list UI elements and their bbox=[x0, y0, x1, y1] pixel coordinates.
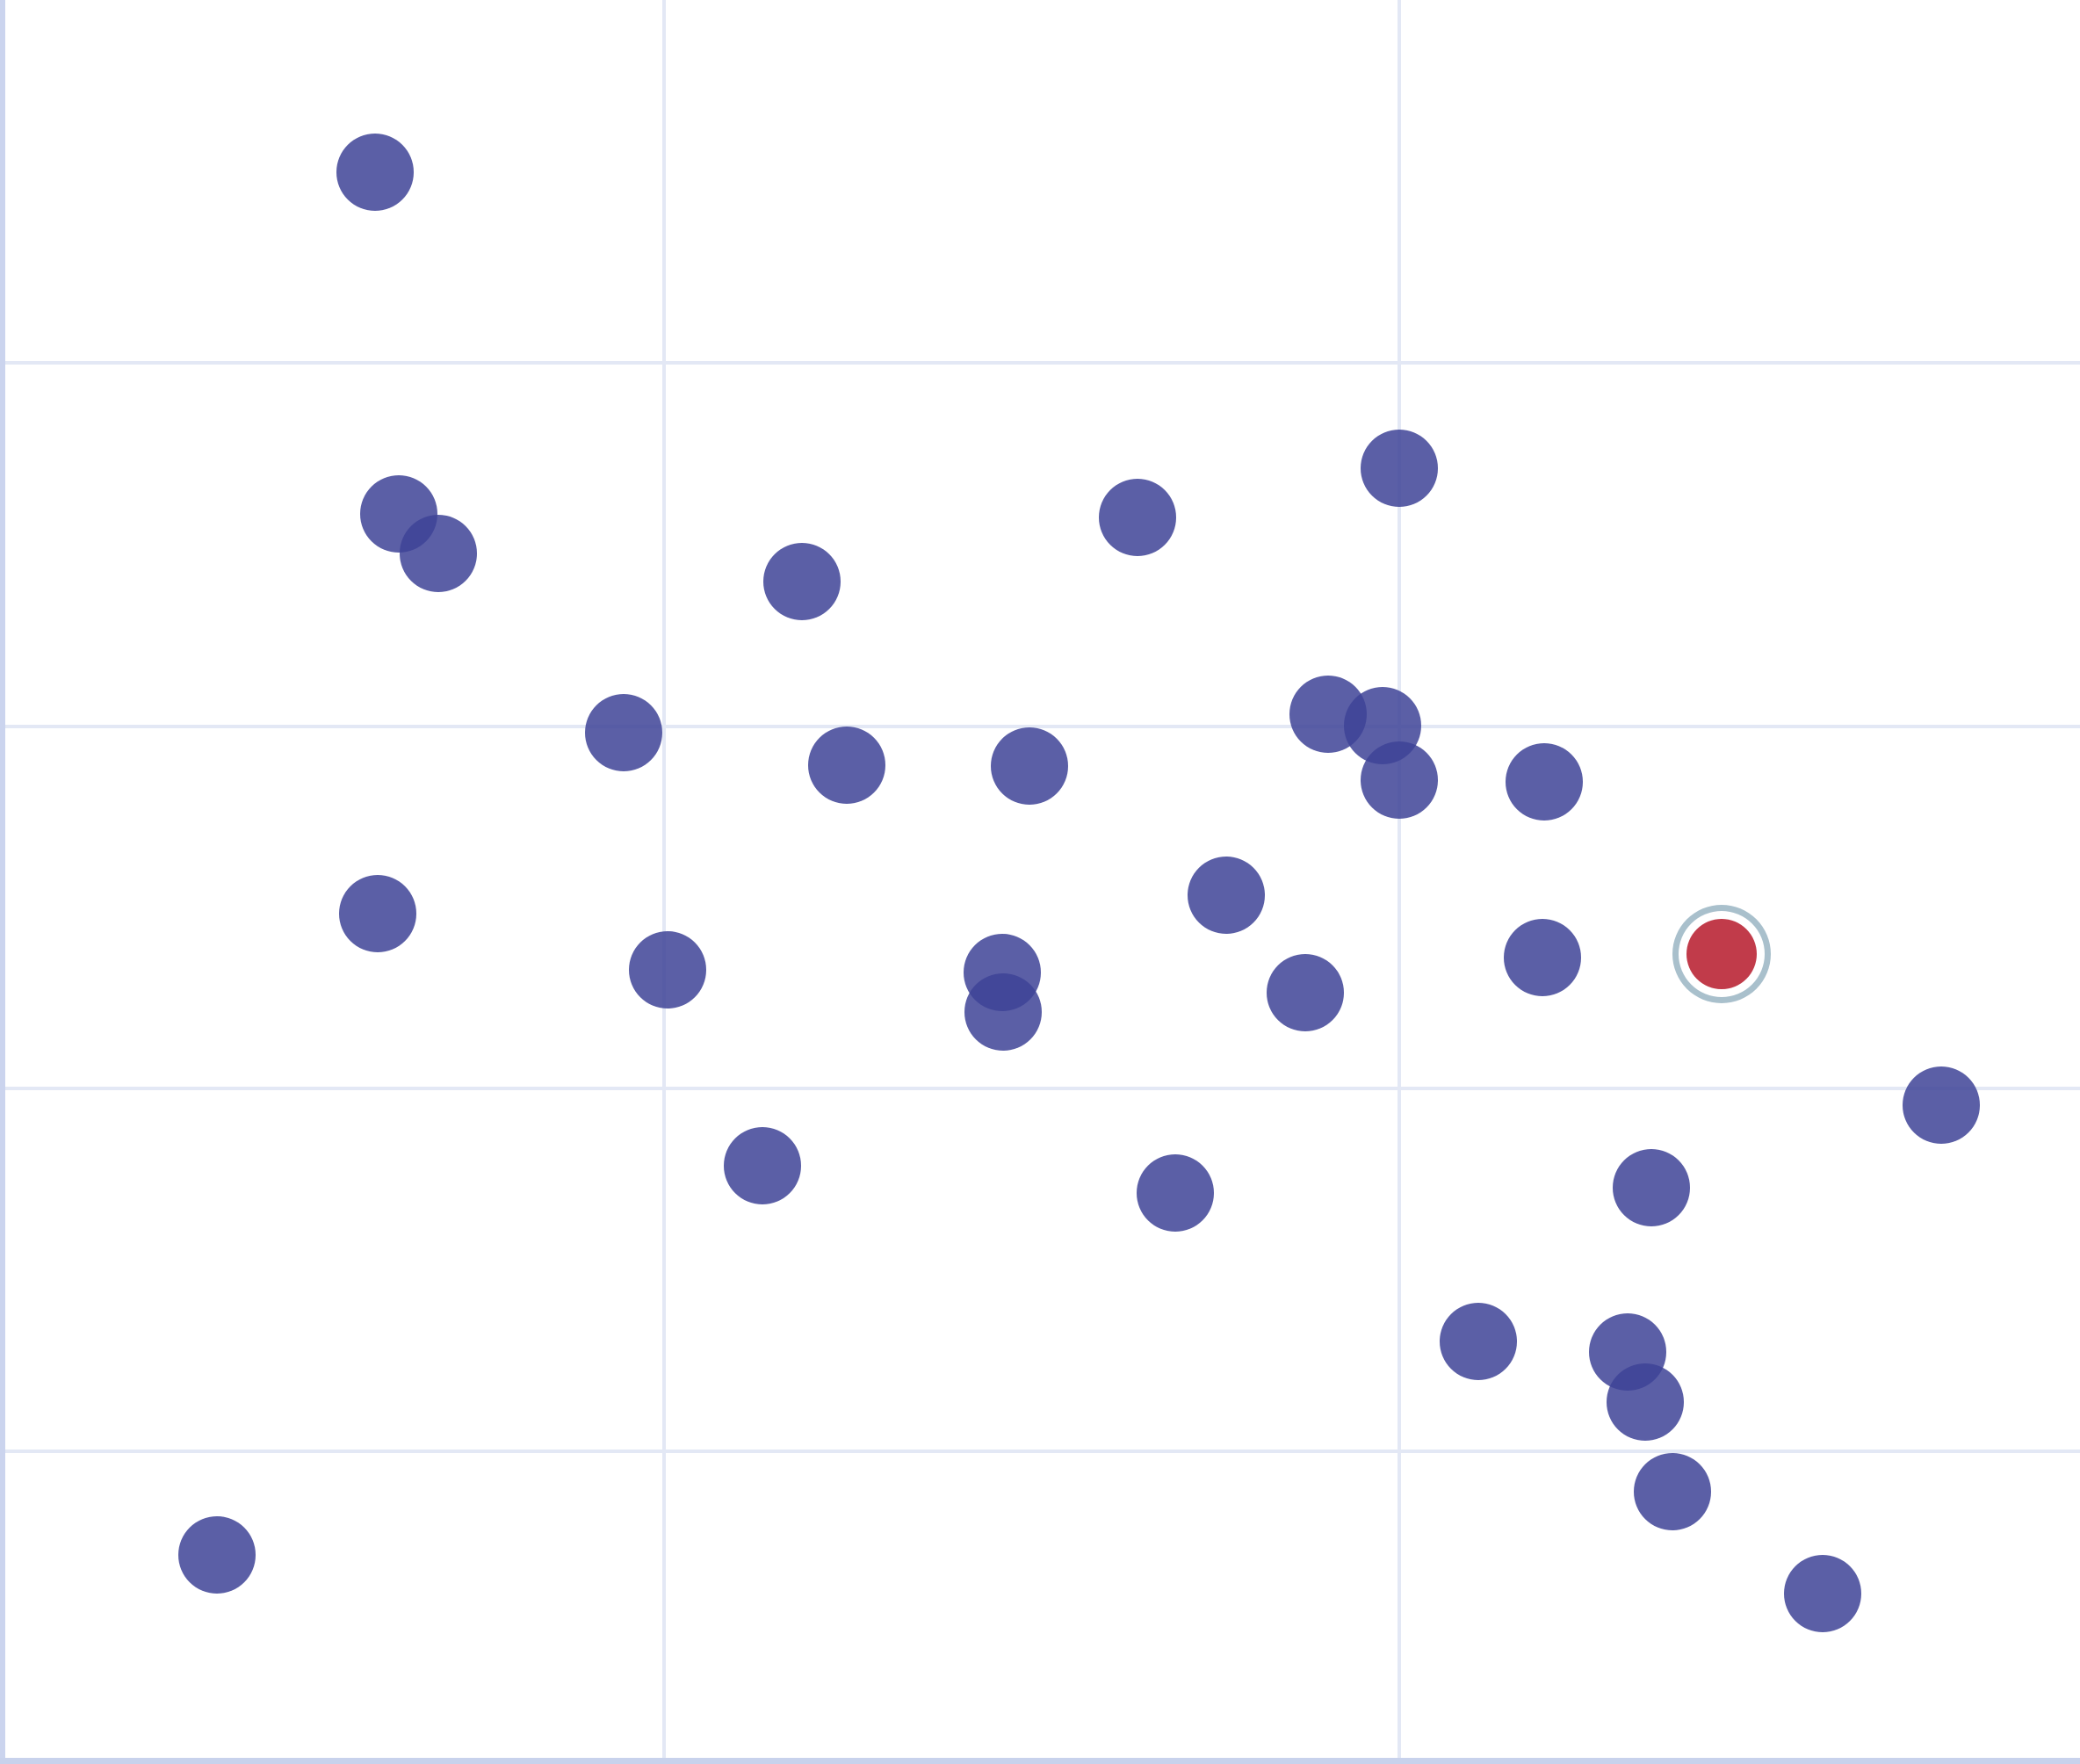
scatter-point[interactable] bbox=[1634, 1453, 1711, 1530]
plot-left-border bbox=[0, 0, 5, 1764]
scatter-point[interactable] bbox=[1784, 1555, 1861, 1632]
scatter-point[interactable] bbox=[1903, 1066, 1980, 1144]
scatter-point[interactable] bbox=[1099, 479, 1176, 556]
scatter-point[interactable] bbox=[724, 1127, 801, 1204]
gridline-horizontal bbox=[0, 361, 2080, 365]
gridline-vertical bbox=[1398, 0, 1401, 1764]
scatter-point[interactable] bbox=[1440, 1303, 1517, 1380]
scatter-point[interactable] bbox=[178, 1516, 256, 1594]
scatter-point[interactable] bbox=[1137, 1154, 1214, 1232]
gridline-horizontal bbox=[0, 725, 2080, 728]
scatter-point[interactable] bbox=[964, 973, 1042, 1051]
scatter-point[interactable] bbox=[1267, 954, 1344, 1031]
scatter-point[interactable] bbox=[763, 543, 841, 620]
scatter-point[interactable] bbox=[1506, 743, 1583, 821]
scatter-point[interactable] bbox=[400, 515, 477, 592]
scatter-point[interactable] bbox=[1361, 741, 1438, 819]
scatter-point[interactable] bbox=[1504, 919, 1581, 996]
scatter-point[interactable] bbox=[1613, 1149, 1690, 1226]
scatter-point[interactable] bbox=[336, 134, 414, 211]
scatter-point[interactable] bbox=[808, 727, 885, 804]
gridline-vertical bbox=[662, 0, 666, 1764]
scatter-point[interactable] bbox=[991, 727, 1068, 805]
scatter-point[interactable] bbox=[1361, 430, 1438, 507]
scatter-point[interactable] bbox=[339, 875, 416, 952]
gridline-horizontal bbox=[0, 1087, 2080, 1090]
scatter-point[interactable] bbox=[629, 931, 706, 1009]
scatter-point[interactable] bbox=[1607, 1363, 1684, 1441]
scatter-point[interactable] bbox=[585, 694, 662, 771]
plot-bottom-border bbox=[0, 1758, 2080, 1764]
highlighted-scatter-point[interactable] bbox=[1686, 919, 1757, 989]
scatter-point[interactable] bbox=[1188, 857, 1265, 934]
gridline-horizontal bbox=[0, 1450, 2080, 1453]
